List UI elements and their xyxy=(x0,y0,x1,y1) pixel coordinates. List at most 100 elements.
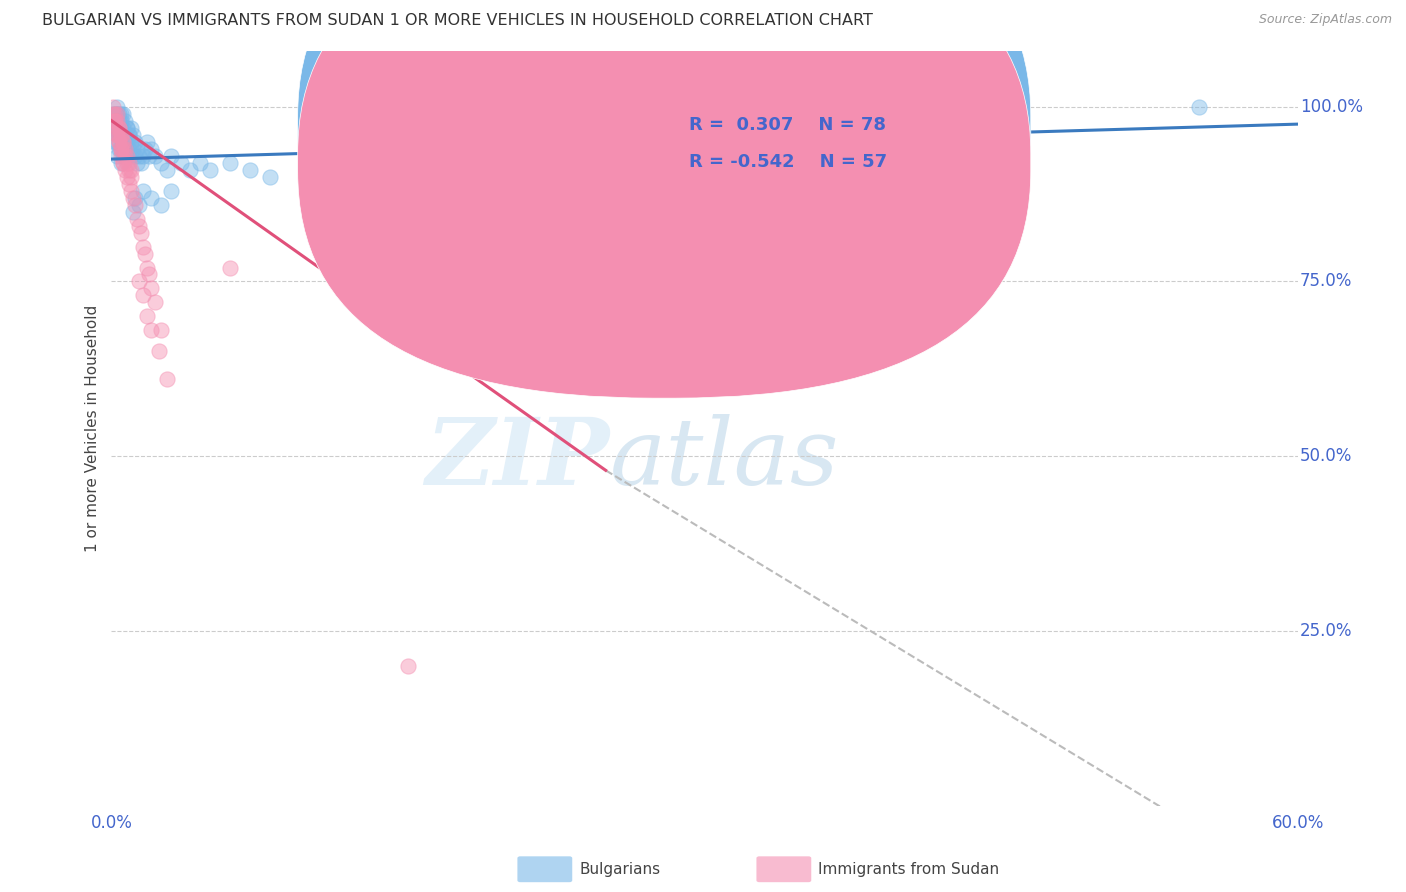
Point xyxy=(127,155,149,169)
Point xyxy=(138,268,160,282)
Point xyxy=(108,120,131,135)
Point xyxy=(159,148,181,162)
Point xyxy=(104,106,127,120)
Point xyxy=(105,135,128,149)
Point xyxy=(143,148,166,162)
Text: 50.0%: 50.0% xyxy=(1301,448,1353,466)
Text: 100.0%: 100.0% xyxy=(1301,97,1362,116)
Point xyxy=(108,142,131,156)
Point xyxy=(118,177,141,191)
Point xyxy=(115,148,138,162)
Point xyxy=(108,135,131,149)
Point xyxy=(114,135,136,149)
Text: Source: ZipAtlas.com: Source: ZipAtlas.com xyxy=(1258,13,1392,27)
Point xyxy=(120,120,142,135)
Point xyxy=(112,135,135,149)
Point xyxy=(118,155,141,169)
Point xyxy=(114,142,136,156)
Point xyxy=(110,148,132,162)
Point xyxy=(134,142,156,156)
Point xyxy=(112,142,135,156)
Point xyxy=(129,226,152,240)
Point xyxy=(159,184,181,198)
Point xyxy=(219,155,242,169)
Point xyxy=(132,148,155,162)
Point xyxy=(108,120,131,135)
Point xyxy=(104,113,127,128)
Point xyxy=(120,184,142,198)
Point xyxy=(122,142,145,156)
Point xyxy=(118,128,141,142)
Point xyxy=(105,128,128,142)
Point xyxy=(128,219,150,233)
Point xyxy=(103,120,125,135)
Point xyxy=(149,323,172,337)
Text: R = -0.542    N = 57: R = -0.542 N = 57 xyxy=(689,153,887,171)
Text: Immigrants from Sudan: Immigrants from Sudan xyxy=(818,863,1000,877)
Point xyxy=(110,128,132,142)
Point xyxy=(120,135,142,149)
Point xyxy=(108,128,131,142)
Point xyxy=(112,148,135,162)
Point xyxy=(104,120,127,135)
Point xyxy=(110,142,132,156)
Point xyxy=(110,142,132,156)
Point xyxy=(105,106,128,120)
Point xyxy=(110,142,132,156)
Point xyxy=(128,197,150,211)
Point xyxy=(139,323,162,337)
Point xyxy=(122,190,145,204)
Point xyxy=(132,288,155,302)
Point xyxy=(139,142,162,156)
Point xyxy=(103,100,125,114)
Point xyxy=(139,281,162,295)
Point xyxy=(120,135,142,149)
Point xyxy=(169,155,191,169)
Point xyxy=(124,148,146,162)
Point xyxy=(128,275,150,289)
Point xyxy=(105,113,128,128)
Point xyxy=(118,128,141,142)
Point xyxy=(115,120,138,135)
Point xyxy=(108,120,131,135)
Point xyxy=(200,162,222,177)
Point xyxy=(104,106,127,120)
Point xyxy=(114,162,136,177)
Point xyxy=(112,106,135,120)
Point xyxy=(138,148,160,162)
Point xyxy=(110,128,132,142)
Text: R =  0.307    N = 78: R = 0.307 N = 78 xyxy=(689,116,886,134)
Point xyxy=(127,142,149,156)
Point xyxy=(105,128,128,142)
Point xyxy=(259,169,281,184)
Point xyxy=(108,128,131,142)
Text: Bulgarians: Bulgarians xyxy=(579,863,661,877)
Text: 75.0%: 75.0% xyxy=(1301,272,1353,291)
Point xyxy=(105,113,128,128)
Point xyxy=(396,659,419,673)
Point xyxy=(124,190,146,204)
Point xyxy=(105,106,128,120)
Point xyxy=(132,239,155,253)
Point xyxy=(114,148,136,162)
Point xyxy=(112,135,135,149)
Point xyxy=(127,211,149,226)
Point xyxy=(115,120,138,135)
Point xyxy=(149,155,172,169)
Point xyxy=(115,135,138,149)
Point xyxy=(105,120,128,135)
Point xyxy=(124,135,146,149)
Y-axis label: 1 or more Vehicles in Household: 1 or more Vehicles in Household xyxy=(86,305,100,552)
Point xyxy=(120,162,142,177)
FancyBboxPatch shape xyxy=(298,0,1031,360)
Point xyxy=(105,106,128,120)
Point xyxy=(112,128,135,142)
Point xyxy=(148,344,170,359)
Point xyxy=(136,135,159,149)
Point xyxy=(105,148,128,162)
Point xyxy=(104,113,127,128)
Point xyxy=(143,295,166,310)
Point xyxy=(105,120,128,135)
Point xyxy=(110,120,132,135)
Point xyxy=(118,162,141,177)
